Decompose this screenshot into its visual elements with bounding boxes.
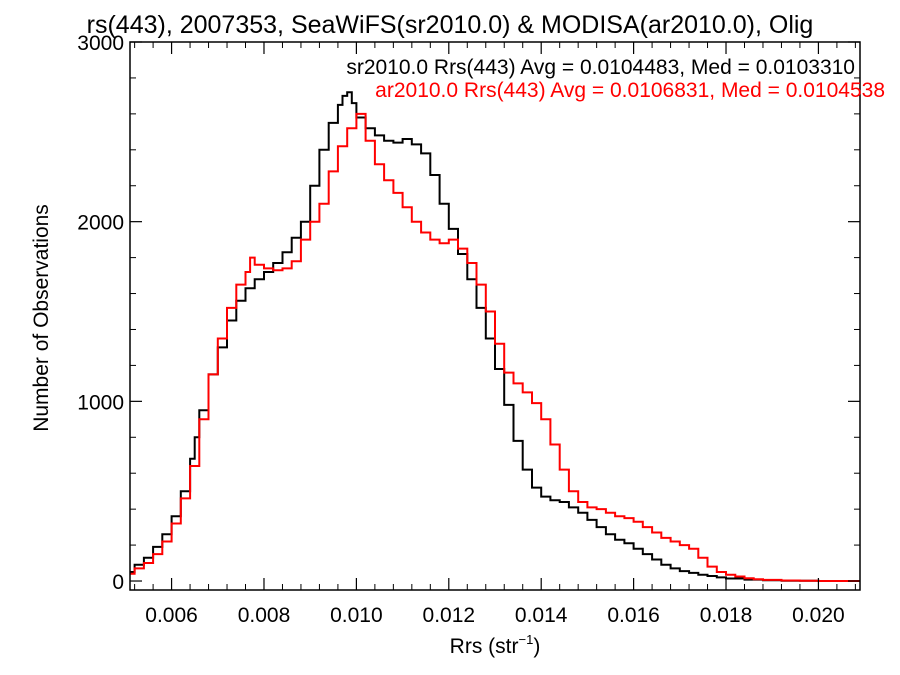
- legend: sr2010.0 Rrs(443) Avg = 0.0104483, Med =…: [346, 56, 885, 102]
- x-tick-label: 0.020: [792, 604, 845, 627]
- y-tick-label: 2000: [77, 212, 124, 235]
- x-tick-label: 0.008: [238, 604, 291, 627]
- x-axis: 0.006 0.008 0.010 0.012 0.014 0.016 0.018 0.020: [134, 42, 856, 627]
- legend-entry-ar2010: ar2010.0 Rrs(443) Avg = 0.0106831, Med =…: [375, 79, 885, 102]
- x-axis-label: Rrs (str−1): [450, 632, 541, 658]
- y-tick-label: 0: [112, 571, 124, 594]
- x-tick-label: 0.010: [330, 604, 383, 627]
- x-axis-label-main: Rrs (str: [450, 635, 519, 658]
- y-axis-label: Number of Observations: [30, 204, 53, 432]
- x-tick-label: 0.012: [423, 604, 476, 627]
- x-tick-label: 0.018: [700, 604, 753, 627]
- series-line-0: [130, 91, 860, 582]
- x-axis-label-tail: ): [533, 635, 540, 658]
- series-line-1: [130, 112, 860, 582]
- series-layer: [130, 91, 860, 582]
- x-tick-label: 0.016: [607, 604, 660, 627]
- x-tick-label: 0.014: [515, 604, 568, 627]
- plot-frame: [129, 41, 861, 591]
- x-axis-label-superscript: −1: [519, 632, 534, 647]
- legend-entry-sr2010: sr2010.0 Rrs(443) Avg = 0.0104483, Med =…: [346, 56, 855, 79]
- y-axis: 0 1000 2000 3000: [77, 32, 860, 594]
- chart-title: rs(443), 2007353, SeaWiFS(sr2010.0) & MO…: [87, 11, 814, 39]
- x-tick-label: 0.006: [145, 604, 198, 627]
- y-tick-label: 1000: [77, 391, 124, 414]
- y-tick-label: 3000: [77, 32, 124, 55]
